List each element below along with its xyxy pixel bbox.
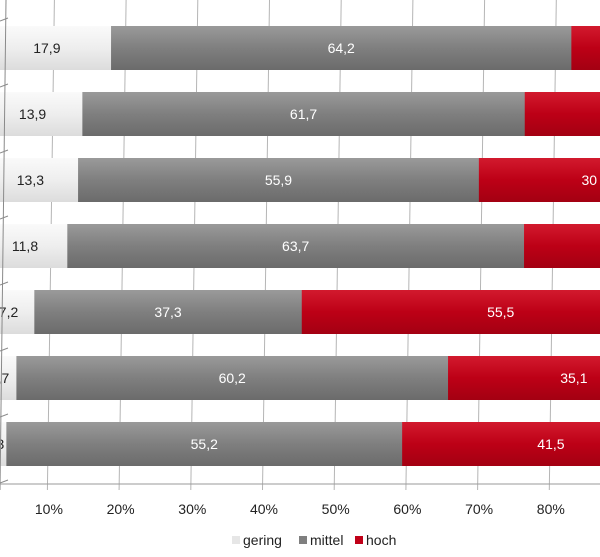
x-tick-label: 30% <box>178 501 206 517</box>
data-label-hoch: 35,1 <box>560 370 587 386</box>
x-tick-label: 10% <box>35 501 63 517</box>
data-label-mittel: 61,7 <box>290 106 317 122</box>
data-label-mittel: 37,3 <box>154 304 181 320</box>
y-tick <box>0 149 9 154</box>
data-label-gering: 7,2 <box>0 304 18 320</box>
x-tick-label: 40% <box>250 501 278 517</box>
bar-hoch <box>478 158 600 202</box>
bar-gering <box>0 158 79 202</box>
y-tick <box>0 215 9 220</box>
bar-hoch <box>524 92 600 136</box>
x-axis: 10% 20% 30% 40% 50% 60% 70% 80% <box>0 0 600 517</box>
x-tick-label: 70% <box>465 501 493 517</box>
bar-mittel <box>82 92 525 136</box>
bar-hoch <box>524 224 600 268</box>
y-tick <box>0 413 9 418</box>
data-label-gering: 11,8 <box>12 238 38 254</box>
data-label-mittel: 55,9 <box>265 172 292 188</box>
bar-hoch <box>301 290 600 334</box>
x-tick-label: 60% <box>393 501 421 517</box>
bar-gering <box>0 92 83 136</box>
legend-swatch-gering <box>232 536 240 544</box>
bar-hoch <box>448 356 600 400</box>
bar-mittel <box>67 224 525 268</box>
data-label-gering: 4,7 <box>0 370 9 386</box>
x-tick-label: 50% <box>322 501 350 517</box>
legend-label-mittel: mittel <box>310 532 343 548</box>
y-tick <box>0 83 9 88</box>
legend-label-gering: gering <box>243 532 282 548</box>
data-label-gering: 17,9 <box>33 40 60 56</box>
data-label-hoch: 41,5 <box>537 436 564 452</box>
bar-gering <box>0 26 112 70</box>
bar-hoch <box>571 26 600 70</box>
bars: 17,9 64,2 13,9 61,7 13,3 55,9 30 11,8 63,7 7,2 37,… <box>0 26 600 466</box>
y-tick <box>0 479 9 484</box>
x-tick-label: 80% <box>537 501 565 517</box>
bar-mittel <box>6 422 403 466</box>
bar-mittel <box>111 26 572 70</box>
data-label-hoch: 30 <box>581 172 597 188</box>
data-label-mittel: 55,2 <box>191 436 218 452</box>
y-axis-line <box>0 0 7 491</box>
data-label-hoch: 55,5 <box>487 304 514 320</box>
bar-gering <box>0 224 68 268</box>
data-label-gering: 3,3 <box>0 436 4 452</box>
data-label-gering: 13,3 <box>17 172 44 188</box>
data-label-mittel: 63,7 <box>282 238 309 254</box>
bar-mittel <box>78 158 479 202</box>
data-label-mittel: 64,2 <box>328 40 355 56</box>
bar-mittel <box>34 290 302 334</box>
bar-hoch <box>402 422 600 466</box>
y-tick <box>0 17 9 22</box>
legend-swatch-mittel <box>299 536 307 544</box>
x-tick-label: 20% <box>107 501 135 517</box>
y-tick <box>0 281 9 286</box>
y-tick <box>0 347 9 352</box>
data-label-gering: 13,9 <box>19 106 46 122</box>
legend-swatch-hoch <box>355 536 363 544</box>
data-label-mittel: 60,2 <box>219 370 246 386</box>
legend: gering mittel hoch <box>232 532 396 548</box>
legend-label-hoch: hoch <box>366 532 396 548</box>
bar-mittel <box>16 356 449 400</box>
